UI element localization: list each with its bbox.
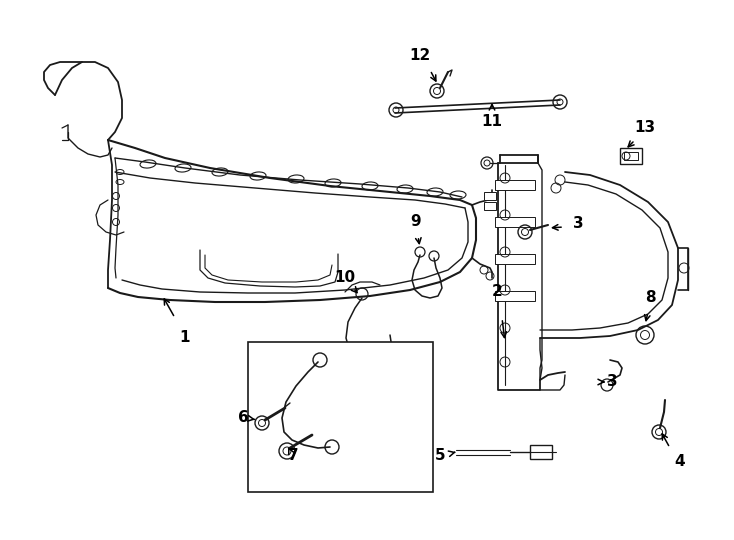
Text: 11: 11 — [482, 114, 503, 130]
Bar — [495, 254, 535, 264]
Text: 4: 4 — [675, 455, 686, 469]
Text: 8: 8 — [644, 291, 655, 306]
Text: 6: 6 — [238, 410, 248, 426]
Bar — [248, 342, 433, 492]
Text: 7: 7 — [288, 448, 298, 462]
Text: 10: 10 — [335, 271, 355, 286]
Bar — [495, 291, 535, 301]
Text: 5: 5 — [435, 448, 446, 462]
Bar — [484, 192, 496, 200]
Text: 12: 12 — [410, 48, 431, 63]
Text: 3: 3 — [607, 375, 617, 389]
Bar — [495, 180, 535, 190]
Text: 1: 1 — [180, 330, 190, 346]
Text: 13: 13 — [634, 120, 655, 136]
Text: 2: 2 — [492, 285, 502, 300]
Bar — [530, 445, 552, 459]
Bar — [624, 152, 638, 160]
Bar — [484, 202, 496, 210]
Bar — [495, 217, 535, 227]
Bar — [620, 148, 642, 164]
Text: 9: 9 — [411, 214, 421, 230]
Text: 3: 3 — [573, 217, 584, 232]
